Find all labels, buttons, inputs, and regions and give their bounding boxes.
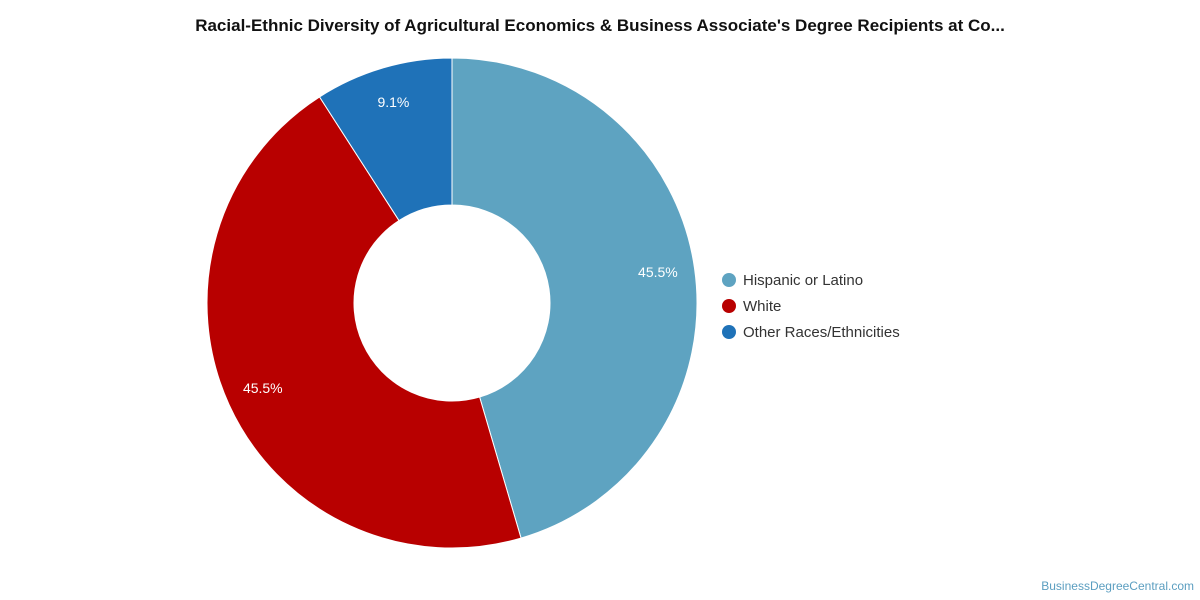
legend-item-hispanic-or-latino[interactable]: Hispanic or Latino — [722, 267, 900, 293]
pie-slice-hispanic-or-latino[interactable] — [451, 57, 698, 539]
chart-title: Racial-Ethnic Diversity of Agricultural … — [195, 16, 1005, 35]
pie-slice-white[interactable] — [206, 96, 522, 549]
legend-label: White — [743, 297, 782, 315]
source-watermark[interactable]: BusinessDegreeCentral.com — [1041, 579, 1194, 593]
legend-swatch-icon — [722, 299, 736, 313]
legend: Hispanic or Latino White Other Races/Eth… — [722, 267, 900, 345]
legend-swatch-icon — [722, 273, 736, 287]
slice-data-label: 45.5% — [243, 380, 283, 396]
slice-data-label: 45.5% — [638, 264, 678, 280]
slice-data-label: 9.1% — [377, 94, 409, 110]
legend-item-white[interactable]: White — [722, 293, 900, 319]
legend-label: Hispanic or Latino — [743, 271, 864, 289]
legend-swatch-icon — [722, 325, 736, 339]
legend-item-other-races-ethnicities[interactable]: Other Races/Ethnicities — [722, 319, 900, 345]
legend-label: Other Races/Ethnicities — [743, 323, 900, 341]
pie-slice-other-races-ethnicities[interactable] — [318, 57, 453, 222]
